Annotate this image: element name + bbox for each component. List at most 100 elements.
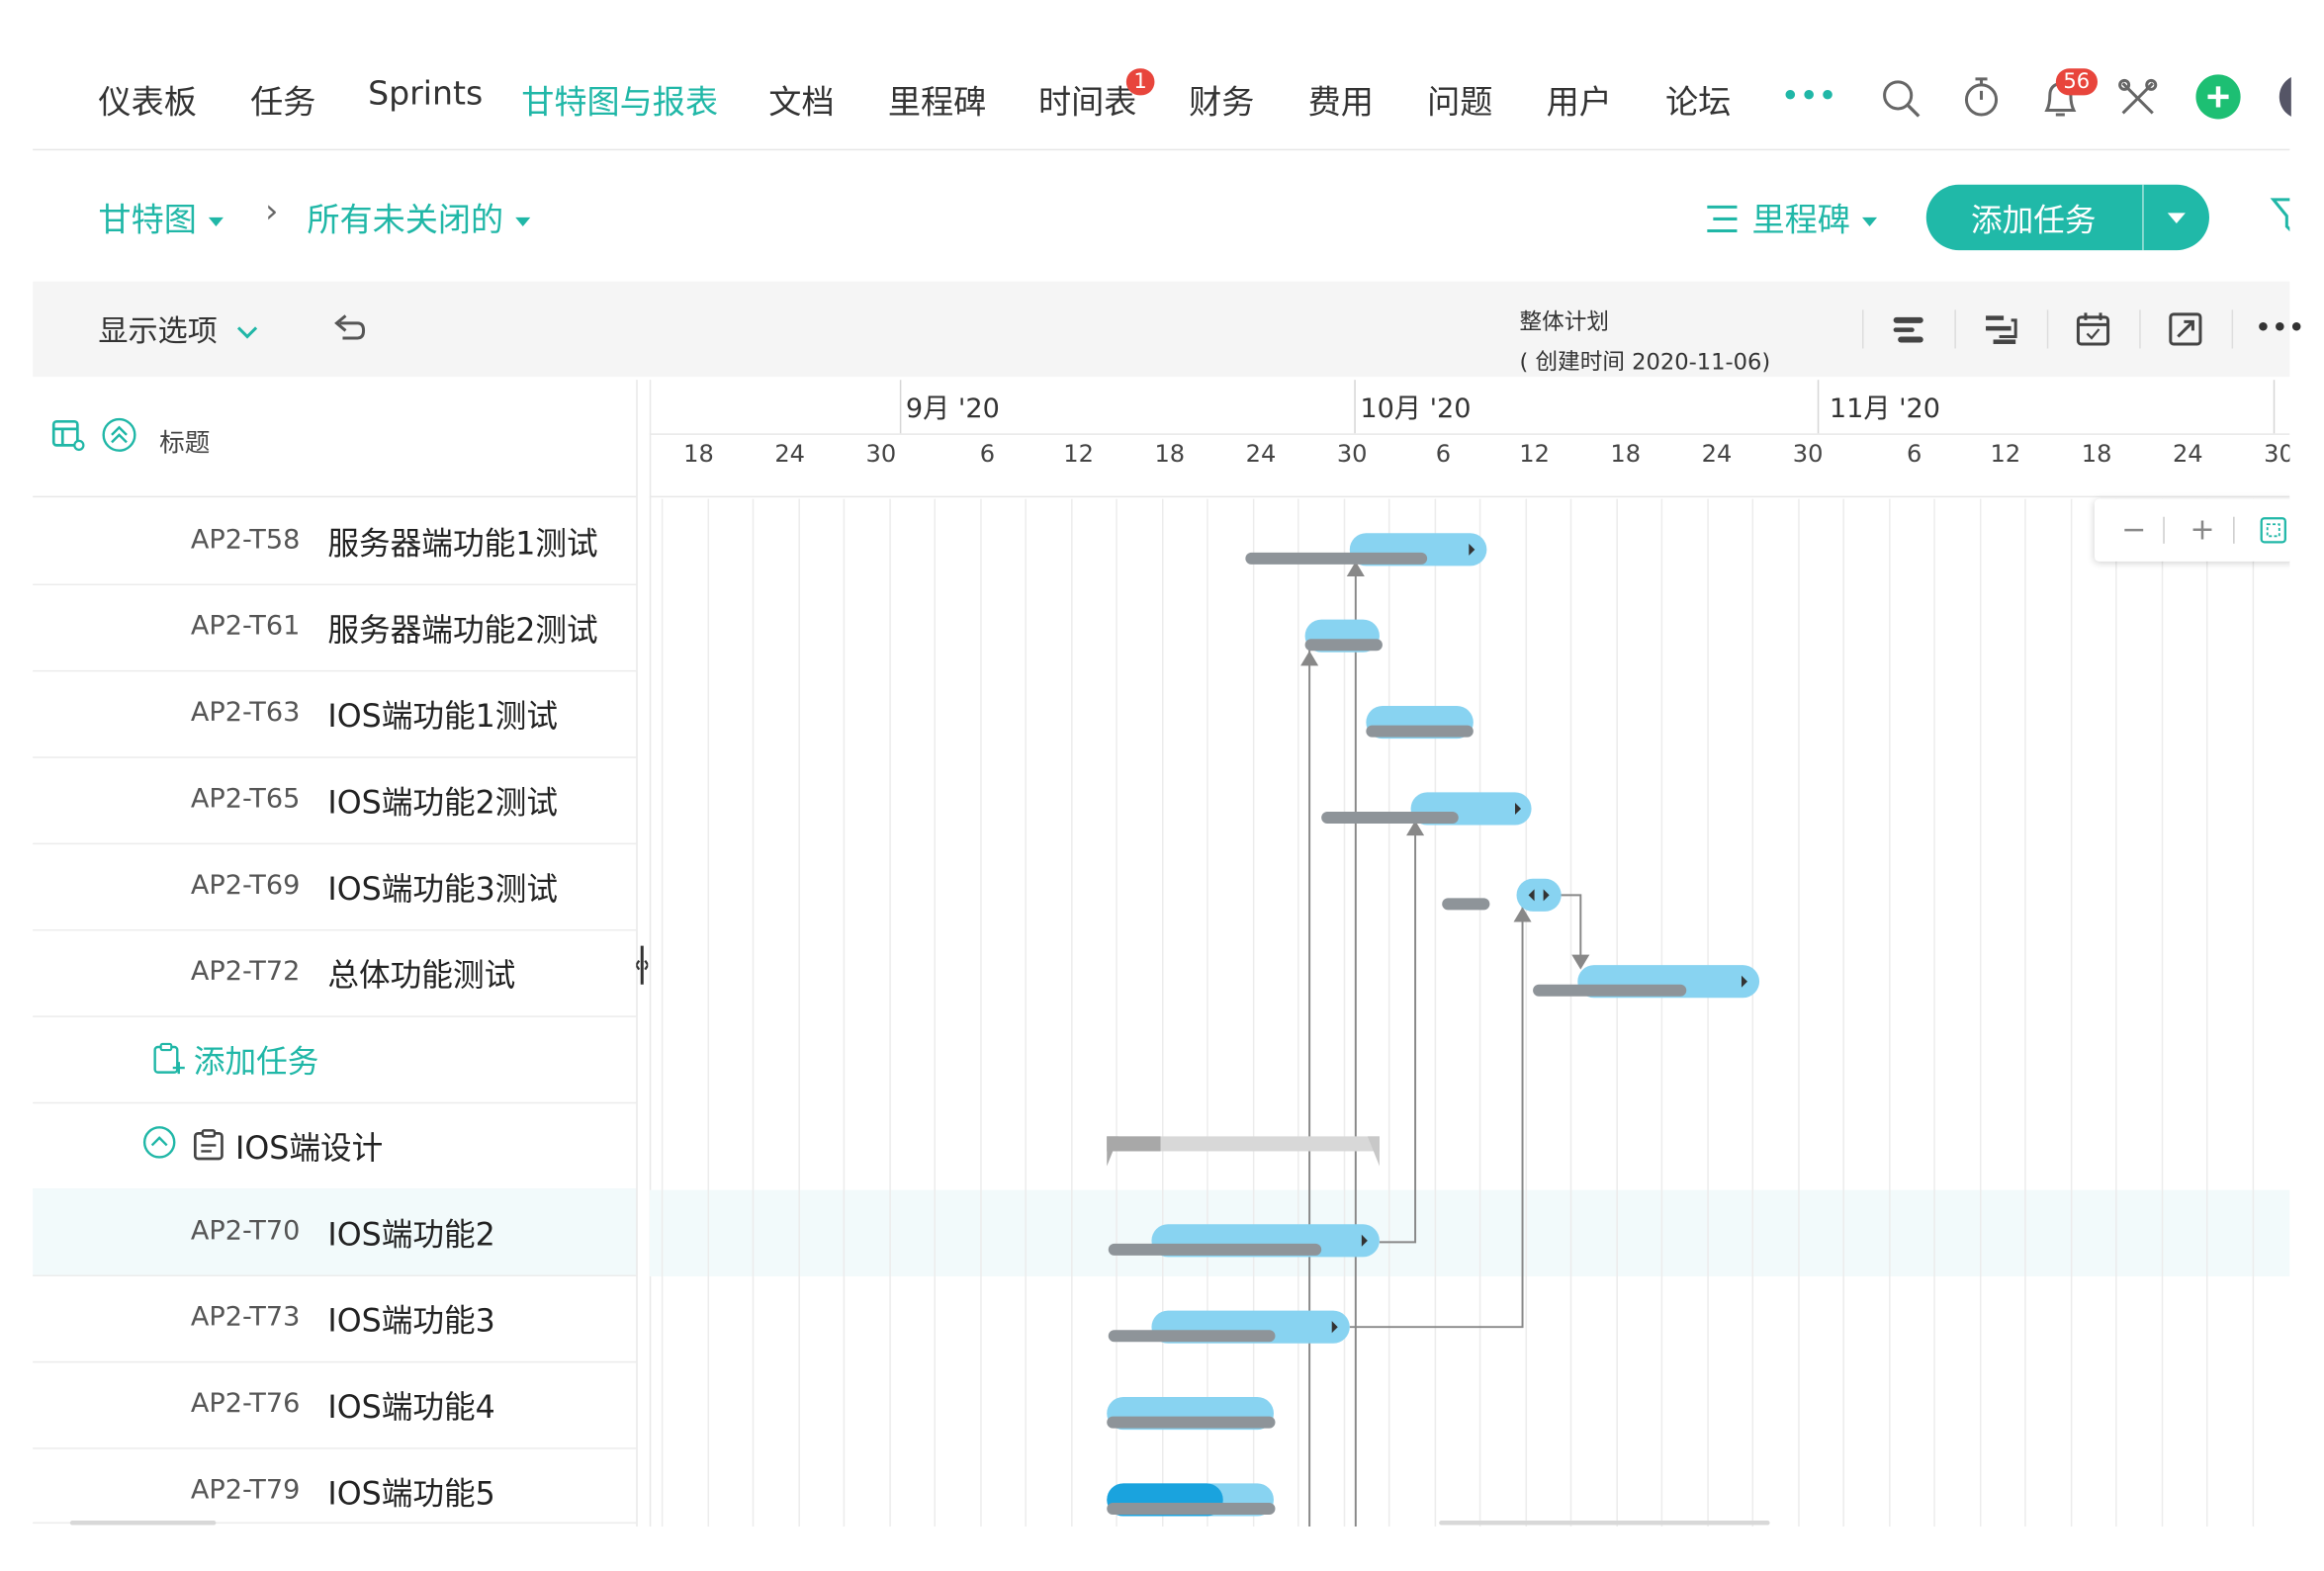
table-row[interactable]: AP2-T69 IOS端功能3测试 [33, 843, 637, 931]
collapse-all-icon[interactable] [101, 417, 136, 459]
search-icon[interactable] [1880, 71, 1924, 122]
tasklist-group-row[interactable]: IOS端设计 [33, 1102, 637, 1190]
month-divider [1354, 380, 1356, 434]
nav-finance[interactable]: 财务 [1189, 84, 1255, 123]
gantt-bar-AP2-T65[interactable] [1321, 792, 1532, 826]
gantt-bar-AP2-T61[interactable] [1304, 619, 1383, 653]
task-key: AP2-T69 [190, 869, 301, 902]
task-title[interactable]: IOS端功能4 [327, 1389, 495, 1426]
gantt-bar-AP2-T70[interactable] [1108, 1224, 1380, 1258]
expand-icon[interactable] [2166, 309, 2204, 348]
gantt-bar-AP2-T69[interactable] [1442, 878, 1562, 912]
nav-more-button[interactable]: ••• [1781, 80, 1838, 112]
task-title[interactable]: 总体功能测试 [327, 957, 516, 994]
dependency-line [1379, 819, 1417, 1244]
table-row[interactable]: AP2-T61 服务器端功能2测试 [33, 584, 637, 672]
task-list-scrollbar[interactable] [69, 1521, 217, 1526]
day-label: 18 [2081, 439, 2112, 469]
nav-users[interactable]: 用户 [1546, 84, 1612, 123]
nav-tasks[interactable]: 任务 [250, 84, 316, 123]
drag-handle-icon[interactable] [636, 943, 649, 988]
critical-path-icon[interactable] [1982, 309, 2020, 348]
task-title[interactable]: IOS端功能3测试 [327, 871, 559, 908]
nav-gantt-reports[interactable]: 甘特图与报表 [521, 84, 719, 123]
dependency-links [1308, 543, 1582, 1527]
gantt-bars-layer [1107, 533, 1760, 1527]
breadcrumb-separator: › [265, 193, 279, 231]
task-title[interactable]: 服务器端功能1测试 [327, 525, 598, 562]
nav-timesheet[interactable]: 时间表 [1037, 84, 1137, 123]
dependency-line [1558, 894, 1582, 964]
task-title[interactable]: IOS端功能3 [327, 1303, 495, 1340]
undo-icon[interactable] [327, 309, 366, 354]
add-task-dropdown-button[interactable] [2142, 184, 2210, 251]
display-options-dropdown[interactable]: 显示选项 [98, 306, 259, 350]
toolbar-divider [2139, 309, 2141, 349]
pane-splitter[interactable] [636, 380, 652, 1527]
fit-screen-icon[interactable] [2259, 515, 2288, 545]
grid-line [1933, 498, 1935, 1527]
grid-line [980, 498, 982, 1527]
header-divider [649, 495, 2290, 498]
grid-line [934, 498, 937, 1527]
table-row[interactable]: AP2-T70 IOS端功能2 [33, 1188, 637, 1276]
timeline-scrollbar[interactable] [1439, 1521, 1770, 1526]
task-key: AP2-T73 [190, 1301, 301, 1334]
day-label: 30 [865, 439, 897, 469]
table-row[interactable]: AP2-T76 IOS端功能4 [33, 1361, 637, 1449]
view-selector[interactable]: 甘特图 [98, 194, 223, 241]
nav-dashboard[interactable]: 仪表板 [98, 84, 197, 123]
task-title[interactable]: 服务器端功能2测试 [327, 612, 598, 649]
more-options-button[interactable]: ••• [2255, 312, 2306, 341]
table-row[interactable]: AP2-T73 IOS端功能3 [33, 1274, 637, 1363]
add-circle-icon[interactable] [2194, 71, 2241, 122]
task-title[interactable]: IOS端功能5 [327, 1475, 495, 1512]
chevron-down-icon [1862, 217, 1878, 226]
milestone-toggle[interactable]: 里程碑 [1704, 194, 1878, 241]
task-title[interactable]: IOS端功能2 [327, 1216, 495, 1253]
task-title[interactable]: IOS端功能1测试 [327, 698, 559, 735]
gantt-bar-AP2-T79[interactable] [1107, 1483, 1276, 1517]
calendar-icon[interactable] [2074, 309, 2112, 348]
day-label: 18 [683, 439, 714, 469]
nav-milestones[interactable]: 里程碑 [887, 84, 987, 123]
tasklist-title[interactable]: IOS端设计 [235, 1130, 384, 1167]
task-title[interactable]: IOS端功能2测试 [327, 784, 559, 822]
nav-sprints[interactable]: Sprints [368, 75, 484, 114]
zoom-in-button[interactable]: + [2190, 510, 2215, 547]
gantt-bar-AP2-T73[interactable] [1108, 1310, 1350, 1344]
day-label: 18 [1610, 439, 1642, 469]
gantt-bar-AP2-T58[interactable] [1245, 533, 1487, 567]
task-key: AP2-T70 [190, 1215, 301, 1247]
table-row[interactable]: AP2-T58 服务器端功能1测试 [33, 497, 637, 586]
timer-icon[interactable] [1960, 71, 2005, 122]
add-task-link[interactable]: 添加任务 [193, 1043, 319, 1081]
collapse-group-icon[interactable] [141, 1124, 177, 1160]
nav-expenses[interactable]: 费用 [1307, 84, 1374, 123]
table-row[interactable]: AP2-T79 IOS端功能5 [33, 1447, 637, 1525]
table-row[interactable]: AP2-T63 IOS端功能1测试 [33, 670, 637, 758]
nav-issues[interactable]: 问题 [1427, 84, 1493, 123]
gantt-bar-AP2-T72[interactable] [1533, 965, 1760, 999]
filter-icon[interactable] [2268, 194, 2290, 238]
grid-line [707, 498, 710, 1527]
baseline-icon[interactable] [1889, 309, 1927, 348]
zoom-out-button[interactable]: − [2121, 510, 2147, 547]
column-settings-icon[interactable] [50, 417, 86, 459]
gantt-bar-AP2-T63[interactable] [1366, 706, 1474, 740]
grid-line [1297, 498, 1299, 1527]
filter-selector[interactable]: 所有未关闭的 [307, 194, 531, 241]
gantt-bar-AP2-T76[interactable] [1107, 1397, 1276, 1431]
nav-forum[interactable]: 论坛 [1665, 84, 1732, 123]
add-task-button[interactable]: 添加任务 [1925, 184, 2210, 251]
timesheet-badge: 1 [1125, 68, 1155, 96]
avatar[interactable] [2277, 71, 2291, 122]
table-row[interactable]: AP2-T65 IOS端功能2测试 [33, 756, 637, 845]
milestone-toggle-label: 里程碑 [1751, 202, 1850, 240]
tools-icon[interactable] [2115, 71, 2160, 122]
nav-documents[interactable]: 文档 [768, 84, 835, 123]
table-row[interactable]: AP2-T72 总体功能测试 [33, 929, 637, 1017]
notification-badge: 56 [2055, 68, 2098, 96]
grid-line [1207, 498, 1208, 1527]
add-task-row[interactable]: 添加任务 [33, 1015, 637, 1104]
